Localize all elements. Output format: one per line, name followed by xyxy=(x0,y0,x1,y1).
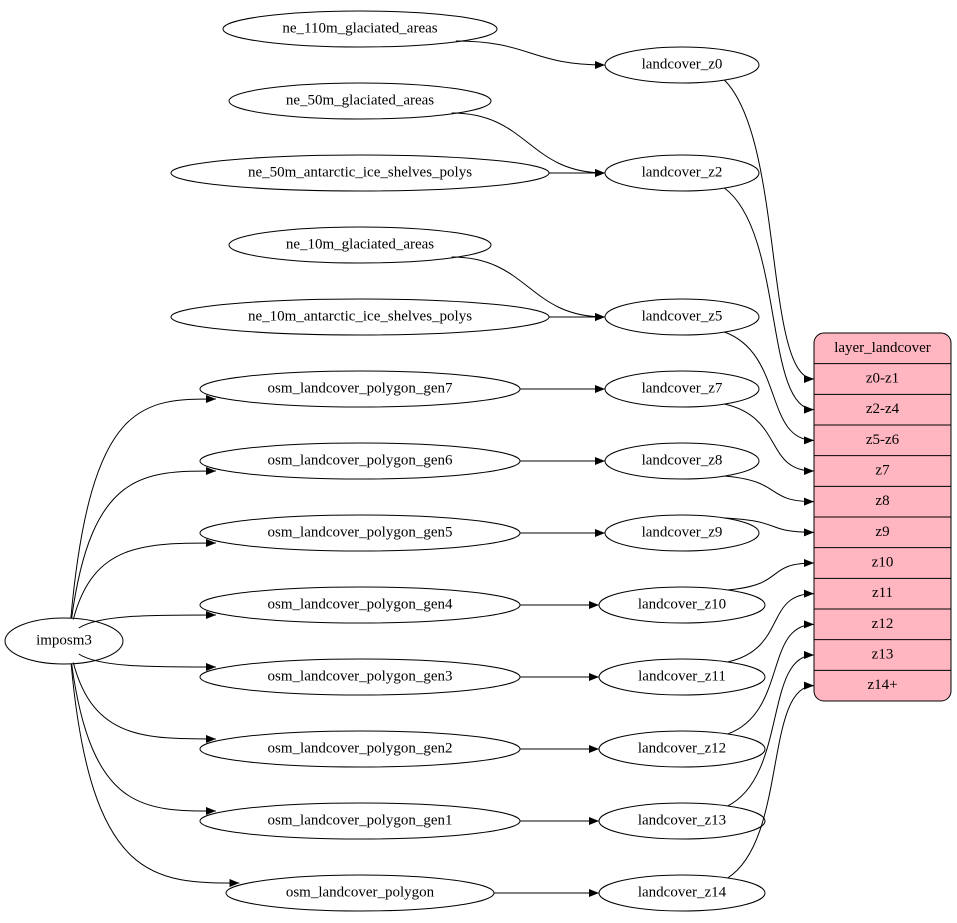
node xyxy=(604,514,760,552)
node xyxy=(225,874,495,912)
node xyxy=(222,10,498,48)
edge xyxy=(451,112,606,177)
node xyxy=(199,442,521,480)
node-label: osm_landcover_polygon_gen7 xyxy=(268,380,453,396)
node xyxy=(170,298,550,336)
edge xyxy=(71,467,217,619)
edge xyxy=(727,559,815,591)
node-label: ne_10m_antarctic_ice_shelves_polys xyxy=(248,308,472,324)
node xyxy=(604,46,760,84)
edge xyxy=(724,187,815,414)
record-field: z14+ xyxy=(867,677,897,693)
edge xyxy=(78,611,217,629)
node-label: osm_landcover_polygon_gen5 xyxy=(268,524,453,540)
node xyxy=(598,586,766,624)
node-label: landcover_z2 xyxy=(642,164,723,180)
node-label: ne_50m_glaciated_areas xyxy=(286,92,434,108)
node xyxy=(170,154,550,192)
record-field: z5-z6 xyxy=(866,432,900,448)
node-label: ne_10m_glaciated_areas xyxy=(286,236,434,252)
record-field: z7 xyxy=(875,462,890,478)
node-label: osm_landcover_polygon_gen4 xyxy=(268,596,453,612)
edge xyxy=(724,475,815,506)
node xyxy=(199,370,521,408)
node-label: ne_110m_glaciated_areas xyxy=(282,20,437,36)
node xyxy=(199,730,521,768)
edge xyxy=(724,331,815,445)
node xyxy=(604,298,760,336)
node xyxy=(604,370,760,408)
node-label: osm_landcover_polygon_gen2 xyxy=(268,740,453,756)
record-field: z12 xyxy=(872,616,894,632)
record-field: z2-z4 xyxy=(866,401,900,417)
node xyxy=(199,658,521,696)
node xyxy=(604,442,760,480)
node-label: ne_50m_antarctic_ice_shelves_polys xyxy=(248,164,472,180)
edge xyxy=(72,662,217,743)
edge xyxy=(71,663,217,815)
record-field: z9 xyxy=(875,524,889,540)
node-label: osm_landcover_polygon_gen6 xyxy=(268,452,453,468)
node-label: landcover_z12 xyxy=(638,740,726,756)
node xyxy=(598,730,766,768)
edge xyxy=(78,653,217,671)
node xyxy=(598,802,766,840)
node-label: osm_landcover_polygon_gen3 xyxy=(268,668,453,684)
node-label: landcover_z10 xyxy=(638,596,726,612)
edge xyxy=(70,395,217,619)
node xyxy=(228,82,492,120)
record-field: z8 xyxy=(875,493,889,509)
edge xyxy=(727,589,815,663)
record-field: z0-z1 xyxy=(866,370,899,386)
node-label: landcover_z0 xyxy=(642,56,723,72)
node xyxy=(4,617,124,665)
record-field: z10 xyxy=(872,554,894,570)
edge xyxy=(727,681,815,879)
record-title: layer_landcover xyxy=(834,340,931,356)
node xyxy=(228,226,492,264)
edge xyxy=(723,79,815,383)
node xyxy=(598,874,766,912)
node-label: landcover_z5 xyxy=(642,308,723,324)
edge xyxy=(727,620,815,735)
node xyxy=(604,154,760,192)
edge xyxy=(724,403,815,475)
edge xyxy=(72,539,217,620)
node-label: osm_landcover_polygon xyxy=(286,884,435,900)
node xyxy=(598,658,766,696)
node-label: landcover_z11 xyxy=(638,668,726,684)
node-label: landcover_z9 xyxy=(642,524,723,540)
node-label: landcover_z13 xyxy=(638,812,726,828)
node-label: landcover_z14 xyxy=(638,884,727,900)
edge xyxy=(727,651,815,807)
node xyxy=(199,586,521,624)
node-label: osm_landcover_polygon_gen1 xyxy=(268,812,453,828)
node-label: landcover_z8 xyxy=(642,452,723,468)
edge xyxy=(451,256,606,321)
node-label: landcover_z7 xyxy=(642,380,723,396)
edge xyxy=(70,663,240,887)
record-field: z11 xyxy=(872,585,893,601)
edge xyxy=(724,517,815,537)
node-label: imposm3 xyxy=(36,632,92,648)
node xyxy=(199,514,521,552)
edge xyxy=(455,40,606,69)
record-field: z13 xyxy=(872,646,894,662)
node xyxy=(199,802,521,840)
